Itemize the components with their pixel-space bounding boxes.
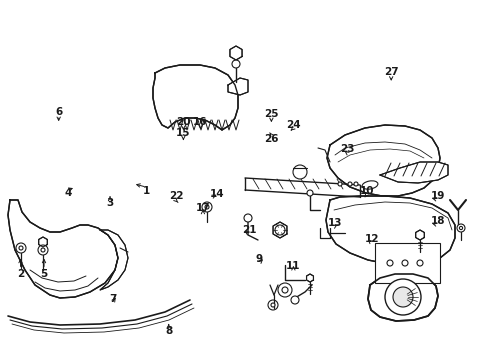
Polygon shape [8,200,118,298]
Ellipse shape [361,181,377,189]
Polygon shape [227,78,247,95]
Text: 6: 6 [55,107,62,117]
Polygon shape [415,230,424,240]
Text: 2: 2 [17,269,24,279]
Polygon shape [326,125,439,196]
Circle shape [274,225,285,235]
Circle shape [38,245,48,255]
Circle shape [282,287,287,293]
Text: 10: 10 [359,186,373,196]
Circle shape [231,60,240,68]
Polygon shape [306,274,313,282]
Text: 5: 5 [41,269,47,279]
Text: 4: 4 [64,188,72,198]
Text: 12: 12 [364,234,378,244]
Circle shape [456,224,464,232]
Circle shape [267,300,278,310]
Text: 3: 3 [106,198,113,208]
Text: 15: 15 [176,128,190,138]
Text: 14: 14 [210,189,224,199]
Circle shape [386,260,392,266]
Polygon shape [379,162,447,183]
Text: 9: 9 [255,254,262,264]
Circle shape [244,214,251,222]
Circle shape [401,260,407,266]
Circle shape [278,283,291,297]
Text: 25: 25 [264,109,278,120]
Circle shape [202,202,212,212]
Circle shape [270,303,274,307]
Text: 22: 22 [168,191,183,201]
Text: 7: 7 [108,294,116,304]
Text: 24: 24 [285,120,300,130]
Circle shape [458,226,462,230]
Text: 11: 11 [285,261,300,271]
Text: 23: 23 [339,144,354,154]
Text: 17: 17 [195,203,210,213]
Circle shape [204,205,208,209]
Circle shape [416,260,422,266]
Polygon shape [367,274,437,321]
Circle shape [353,182,357,186]
Polygon shape [229,46,242,60]
Polygon shape [153,65,238,130]
Circle shape [16,243,26,253]
Polygon shape [100,230,128,290]
Text: 27: 27 [383,67,398,77]
Circle shape [292,165,306,179]
Text: 19: 19 [429,191,444,201]
Circle shape [392,287,412,307]
Circle shape [290,296,298,304]
Text: 13: 13 [327,218,342,228]
Polygon shape [325,196,454,265]
Text: 8: 8 [165,326,172,336]
Bar [374,243,439,283]
Circle shape [41,248,45,252]
Text: 1: 1 [143,186,150,196]
Text: 16: 16 [193,117,207,127]
Circle shape [306,190,312,196]
Circle shape [347,182,351,186]
Circle shape [337,182,341,186]
Text: 26: 26 [264,134,278,144]
Circle shape [19,246,23,250]
Circle shape [384,279,420,315]
Polygon shape [272,222,286,238]
Text: 20: 20 [176,117,190,127]
Text: 21: 21 [242,225,256,235]
Polygon shape [39,237,47,247]
Text: 18: 18 [429,216,444,226]
